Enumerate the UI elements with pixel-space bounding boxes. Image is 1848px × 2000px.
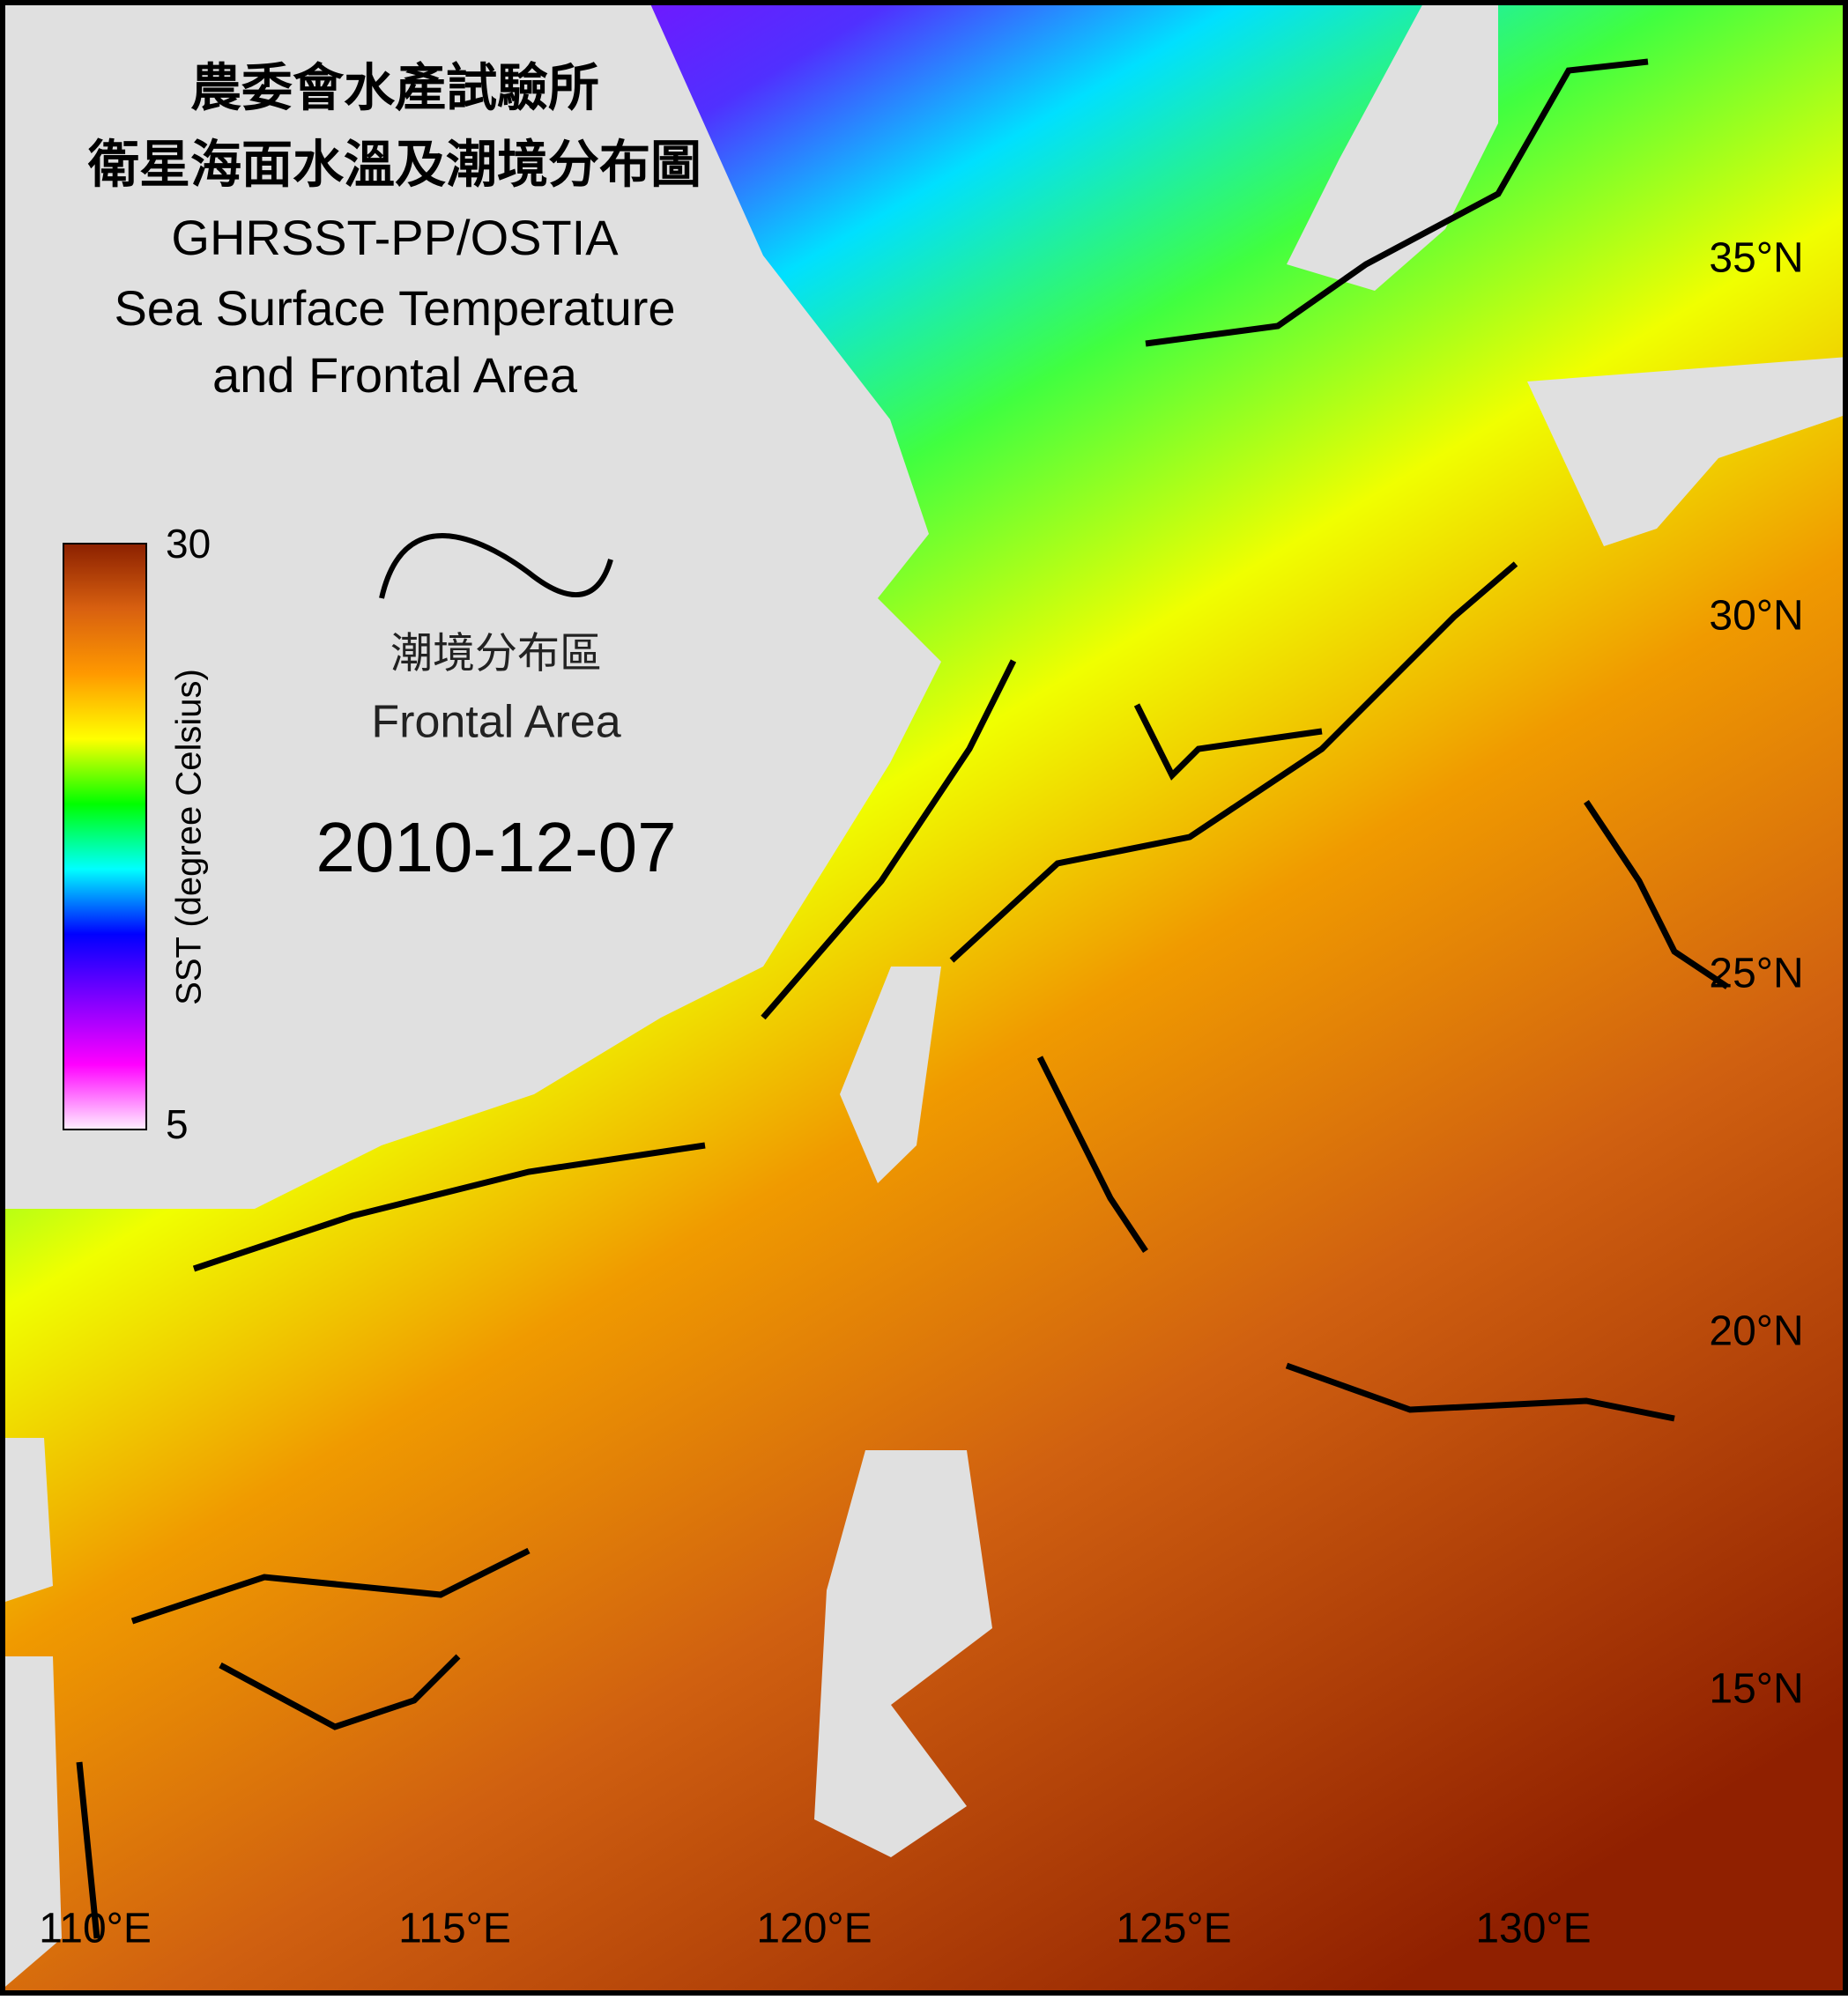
title-line: and Frontal Area	[212, 347, 578, 403]
luzon	[814, 1450, 992, 1857]
lon-label: 130°E	[1475, 1906, 1591, 1952]
frontal-lines	[76, 58, 1729, 1939]
colorbar-min: 5	[166, 1101, 189, 1147]
china-coast	[0, 0, 941, 1209]
lon-label: 120°E	[756, 1906, 872, 1952]
lon-label: 115°E	[398, 1906, 511, 1952]
lon-label: 110°E	[39, 1906, 152, 1952]
front	[761, 659, 1017, 1020]
colorbar-max: 30	[166, 521, 211, 567]
legend-symbol	[379, 533, 613, 599]
front	[1036, 1056, 1148, 1253]
front	[1285, 1362, 1675, 1422]
taiwan	[840, 967, 941, 1183]
front	[949, 561, 1518, 963]
lat-label: 15°N	[1709, 1666, 1803, 1713]
front	[130, 1547, 531, 1625]
vietnam	[0, 1656, 62, 1991]
front	[219, 1654, 461, 1730]
title-line: GHRSST-PP/OSTIA	[171, 210, 619, 265]
title-line: 衛星海面水溫及潮境分布圖	[87, 136, 701, 193]
title-line: Sea Surface Temperature	[114, 280, 675, 336]
legend-label: Frontal Area	[371, 697, 620, 748]
lat-label: 25°N	[1709, 951, 1803, 997]
hainan	[0, 1438, 53, 1604]
front	[1133, 703, 1323, 781]
front	[76, 1761, 100, 1939]
japan	[1527, 357, 1848, 546]
front	[1584, 800, 1729, 989]
date: 2010-12-07	[315, 808, 676, 886]
front	[192, 1142, 706, 1272]
front	[1145, 58, 1649, 347]
title-line: 農委會水產試驗所	[190, 59, 599, 116]
lat-label: 20°N	[1709, 1308, 1803, 1355]
korea	[1287, 0, 1498, 291]
lat-label: 35°N	[1709, 235, 1803, 282]
lat-label: 30°N	[1709, 593, 1803, 640]
legend-label: 潮境分布區	[390, 631, 602, 678]
lon-label: 125°E	[1116, 1906, 1231, 1952]
colorbar	[63, 543, 147, 1130]
colorbar-label: SST (degree Celsius)	[170, 669, 209, 1005]
